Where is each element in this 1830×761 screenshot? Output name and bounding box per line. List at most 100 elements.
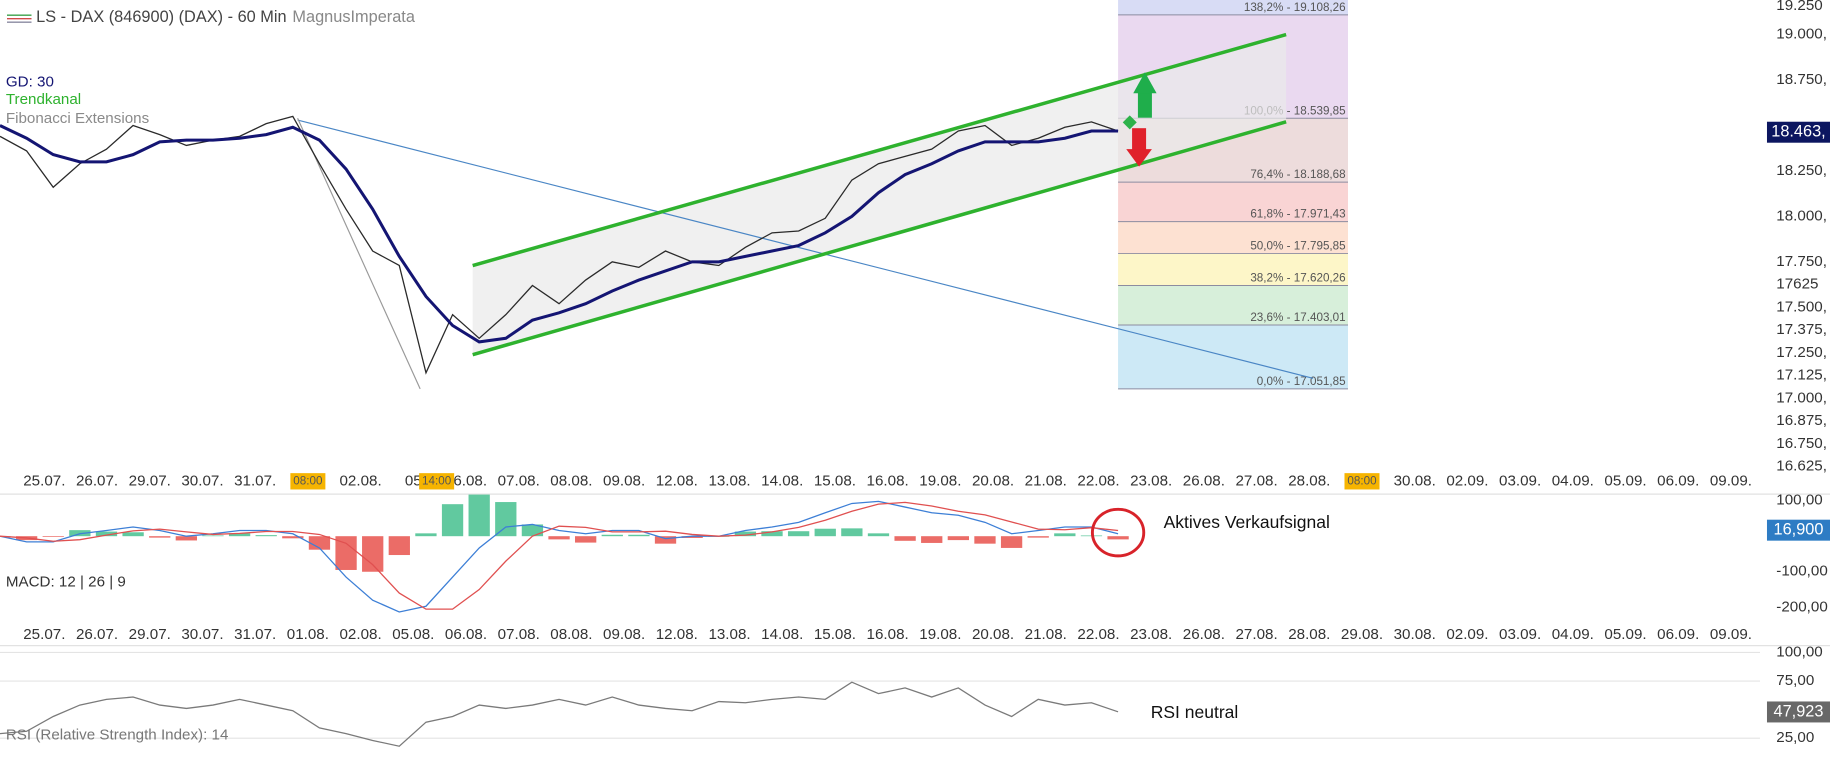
- x-tick-label: 26.07.: [76, 472, 118, 489]
- x-tick-label: 12.08.: [656, 472, 698, 489]
- histogram-bar: [42, 536, 64, 537]
- series-line: [0, 115, 1119, 375]
- y-tick-label: 100,00: [1776, 643, 1822, 660]
- y-tick-label: 16.625,: [1776, 458, 1827, 475]
- last-value-label: 47,923: [1774, 702, 1824, 720]
- series-line: [0, 124, 1119, 344]
- histogram-bar: [95, 531, 118, 537]
- x-highlight: [290, 473, 326, 490]
- histogram-bar: [362, 536, 384, 572]
- fib-label: 61,8% - 17.971,43: [1250, 208, 1345, 221]
- x-tick-label: 29.07.: [129, 626, 171, 643]
- y-tick-label: 17.000,: [1776, 389, 1827, 406]
- x-tick-label: 19.08.: [919, 626, 961, 643]
- y-tick-label: 75,00: [1776, 672, 1814, 689]
- x-tick-label: 13.08.: [708, 626, 750, 643]
- y-tick-label: 17625: [1776, 276, 1818, 293]
- channel-line: [472, 120, 1287, 357]
- x-tick-label: 21.08.: [1025, 626, 1067, 643]
- fib-band: [1118, 0, 1348, 15]
- x-tick-label: 06.09.: [1657, 626, 1699, 643]
- down-arrow-head: [1126, 149, 1152, 167]
- crosshair-label: 14:00: [422, 474, 452, 487]
- fib-band: [1118, 285, 1348, 326]
- legend-entry: Trendkanal: [6, 91, 81, 108]
- histogram-bar: [388, 536, 410, 556]
- histogram-bar: [282, 536, 304, 539]
- x-tick-label: 16.08.: [867, 626, 909, 643]
- x-tick-label: 09.09.: [1710, 626, 1752, 643]
- x-tick-label: 30.07.: [181, 472, 223, 489]
- fib-label: 76,4% - 18.188,68: [1250, 168, 1345, 181]
- chart-title: LS - DAX (846900) (DAX) - 60 Min: [36, 8, 286, 26]
- x-tick-label: 02.08.: [339, 472, 381, 489]
- x-tick-label: 30.07.: [181, 626, 223, 643]
- x-tick-label: 01.08.: [287, 626, 329, 643]
- x-tick-label: 31.07.: [234, 472, 276, 489]
- x-tick-label: 08:00: [293, 474, 323, 487]
- histogram-bar: [628, 534, 650, 537]
- x-tick-label: 31.07.: [234, 626, 276, 643]
- last-value-label: 16,900: [1774, 520, 1824, 538]
- y-tick-label: 17.750,: [1776, 253, 1827, 270]
- x-tick-label: 06.08.: [445, 626, 487, 643]
- x-tick-label: 13.08.: [708, 472, 750, 489]
- x-tick-label: 05: [405, 472, 422, 489]
- x-tick-label: 20.08.: [972, 472, 1014, 489]
- x-tick-label: 02.09.: [1446, 626, 1488, 643]
- y-tick-label: 17.125,: [1776, 367, 1827, 384]
- x-highlight: [1344, 473, 1380, 490]
- y-tick-label: -200,00: [1776, 598, 1827, 615]
- down-arrow-shaft: [1132, 128, 1147, 151]
- chart-subtitle: MagnusImperata: [292, 8, 415, 26]
- x-tick-label: 02.08.: [339, 626, 381, 643]
- y-tick-label: 17.250,: [1776, 344, 1827, 361]
- x-tick-label: 15.08.: [814, 472, 856, 489]
- histogram-bar: [335, 536, 357, 570]
- x-tick-label: 25.07.: [23, 472, 65, 489]
- histogram-bar: [149, 536, 171, 538]
- x-tick-label: 04.09.: [1552, 626, 1594, 643]
- x-tick-label: 23.08.: [1130, 472, 1172, 489]
- histogram-bar: [867, 533, 890, 537]
- x-tick-label: 06.08.: [445, 472, 487, 489]
- pane-title: RSI (Relative Strength Index): 14: [6, 726, 229, 743]
- x-tick-label: 20.08.: [972, 626, 1014, 643]
- up-arrow-head: [1133, 72, 1157, 94]
- series-line: [0, 681, 1119, 747]
- x-tick-label: 06.09.: [1657, 472, 1699, 489]
- last-value-label: 18.463,: [1771, 123, 1825, 141]
- x-tick-label: 03.09.: [1499, 626, 1541, 643]
- x-tick-label: 27.08.: [1235, 472, 1277, 489]
- annotation: Aktives Verkaufsignal: [1164, 512, 1330, 532]
- histogram-bar: [308, 536, 331, 550]
- x-tick-label: 28.08.: [1288, 626, 1330, 643]
- x-tick-label: 08.08.: [550, 472, 592, 489]
- fib-band: [1118, 253, 1348, 286]
- x-tick-label: 30.08.: [1394, 626, 1436, 643]
- series-line: [0, 501, 1119, 610]
- annotation: RSI neutral: [1151, 702, 1239, 722]
- fib-anchor: [297, 118, 421, 390]
- fib-label: 50,0% - 17.795,85: [1250, 240, 1345, 253]
- histogram-bar: [122, 532, 144, 537]
- x-tick-label: 09.09.: [1710, 472, 1752, 489]
- trendline: [297, 119, 1314, 379]
- x-tick-label: 05.09.: [1604, 472, 1646, 489]
- x-tick-label: 22.08.: [1077, 472, 1119, 489]
- y-tick-label: 18.750,: [1776, 71, 1827, 88]
- y-tick-label: 19.000,: [1776, 26, 1827, 43]
- x-tick-label: 30.08.: [1394, 472, 1436, 489]
- y-tick-label: 18.250,: [1776, 162, 1827, 179]
- histogram-bar: [787, 531, 810, 537]
- histogram-bar: [601, 534, 623, 537]
- y-tick-label: 18.000,: [1776, 207, 1827, 224]
- channel-line: [472, 32, 1287, 268]
- up-arrow-shaft: [1137, 92, 1152, 118]
- histogram-bar: [681, 536, 703, 538]
- histogram-bar: [1054, 533, 1076, 537]
- x-tick-label: 26.08.: [1183, 472, 1225, 489]
- last-value-badge: [1766, 121, 1830, 143]
